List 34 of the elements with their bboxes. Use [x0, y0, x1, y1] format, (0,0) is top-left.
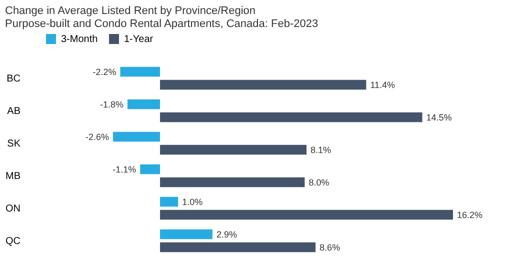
data-label: 8.0%	[308, 177, 330, 188]
bar	[140, 164, 160, 174]
data-label: -2.2%	[92, 66, 116, 77]
bar	[160, 196, 178, 207]
data-label: 11.4%	[370, 80, 396, 90]
data-label: 8.6%	[320, 242, 340, 252]
legend-label: 3-Month	[61, 34, 98, 45]
bar	[120, 66, 160, 77]
y-tick-label: SK	[7, 138, 21, 150]
y-tick-label: QC	[6, 236, 20, 247]
bar	[160, 144, 307, 155]
data-label: 1.0%	[182, 196, 203, 207]
bar	[160, 80, 366, 90]
data-label: -1.1%	[112, 164, 136, 174]
bar	[160, 242, 316, 252]
legend-label: 1-Year	[124, 34, 154, 45]
bar	[160, 112, 422, 122]
data-label: 14.5%	[426, 112, 452, 122]
y-tick-label: AB	[7, 106, 21, 117]
y-tick-label: BC	[6, 73, 20, 84]
data-label: 8.1%	[310, 144, 332, 155]
data-label: -2.6%	[85, 132, 109, 142]
bar	[127, 99, 160, 110]
bar	[160, 229, 212, 240]
data-label: 2.9%	[216, 229, 237, 240]
bar	[113, 132, 160, 142]
y-tick-label: MB	[6, 170, 21, 182]
text: Change in Average Listed Rent by Province/Region	[5, 5, 256, 17]
bar	[160, 210, 453, 220]
text: Purpose-built and Condo Rental Apartments, Canada: Feb-2023	[5, 18, 318, 30]
data-label: 16.2%	[457, 210, 483, 220]
bar	[160, 177, 305, 188]
y-tick-label: ON	[6, 203, 20, 214]
data-label: -1.8%	[100, 99, 124, 110]
